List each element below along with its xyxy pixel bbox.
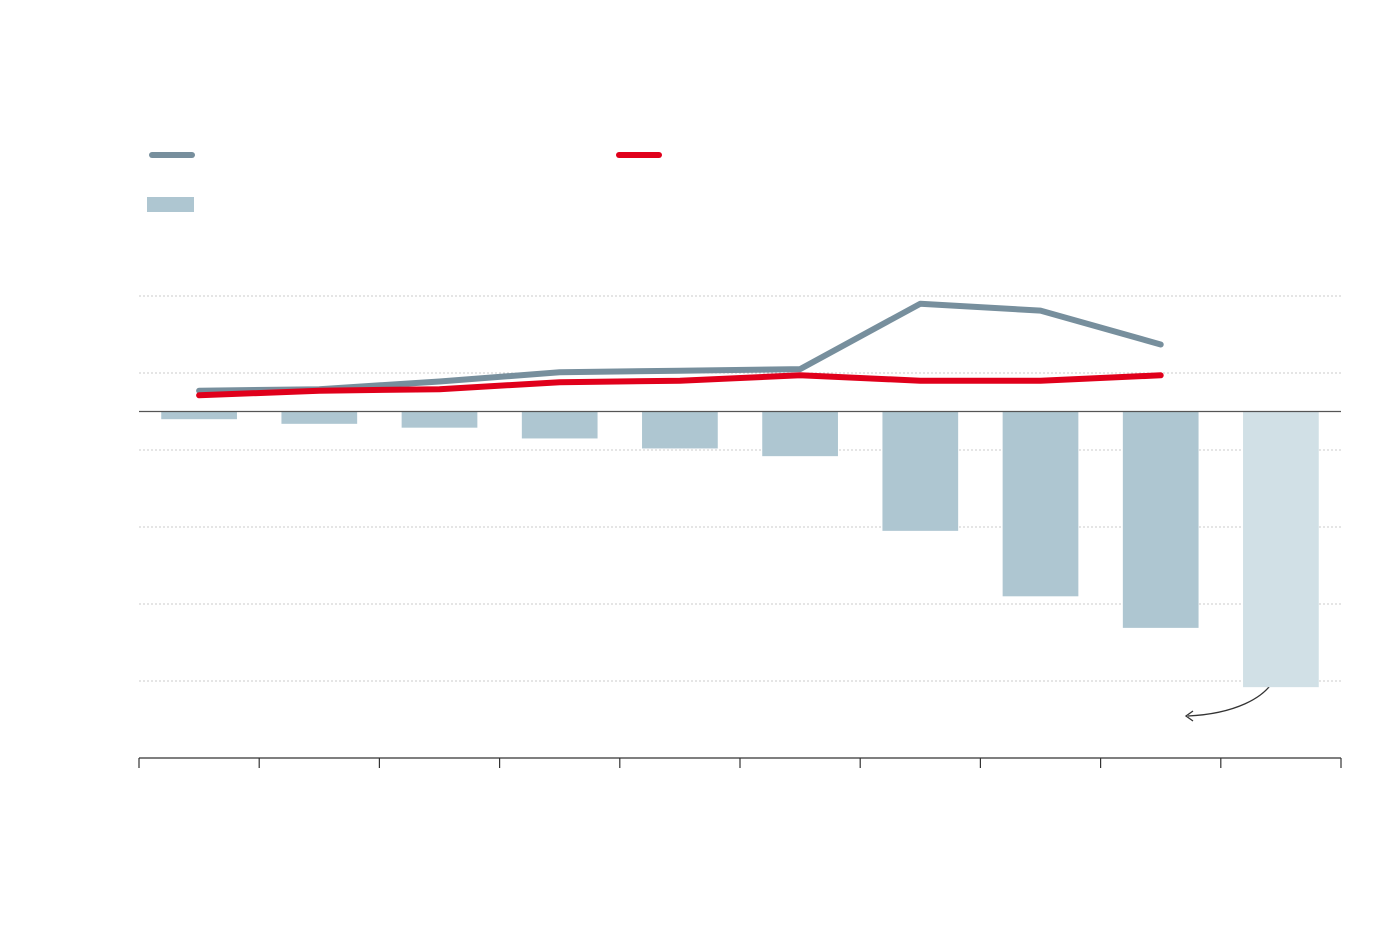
bar	[281, 411, 358, 424]
line-series	[196, 372, 1164, 399]
bar	[1002, 411, 1079, 597]
bar	[161, 411, 237, 420]
bar	[762, 411, 838, 457]
legend-swatch	[147, 197, 194, 212]
bar	[401, 411, 478, 428]
line-series	[196, 300, 1164, 394]
bar	[642, 411, 718, 449]
annotation-arrowhead	[1184, 710, 1194, 722]
grid	[139, 295, 1341, 682]
bar	[882, 411, 959, 531]
bar	[1122, 411, 1199, 628]
bar	[1243, 411, 1319, 688]
bar	[521, 411, 598, 439]
